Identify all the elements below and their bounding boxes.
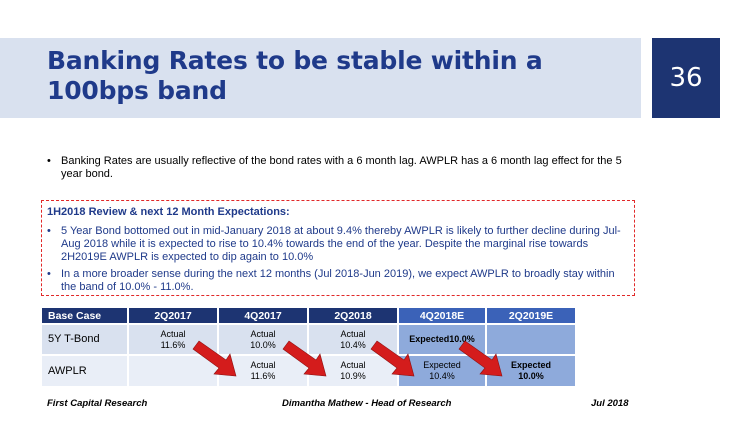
cell-kind: Actual [250,360,276,370]
page-number: 36 [669,63,703,93]
review-box [41,200,635,296]
header-2q2017: 2Q2017 [128,308,219,324]
intro-bullet: • Banking Rates are usually reflective o… [47,155,637,181]
row-label: 5Y T-Bond [42,323,129,355]
rates-table: Base Case 2Q2017 4Q2017 2Q2018 4Q2018E 2… [42,308,577,386]
row-label: AWPLR [42,354,129,386]
cell-value: 11.6% [250,371,276,381]
table-cell [486,323,577,355]
table-cell: Actual 10.4% [308,323,399,355]
cell-value: 10.4% [429,371,455,381]
review-bullet-text: In a more broader sense during the next … [61,268,615,293]
cell-kind: Expected [423,360,461,370]
cell-kind: Expected [510,360,552,370]
bullet-dot-icon: • [47,225,51,237]
cell-value: 10.9% [340,371,366,381]
intro-bullet-text: Banking Rates are usually reflective of … [61,155,622,180]
cell-kind: Actual [160,328,186,339]
table-cell: Actual 10.9% [308,354,399,386]
header-4q2018e: 4Q2018E [398,308,487,324]
cell-kind: Actual [250,328,276,339]
cell-value: 10.0% [518,371,544,381]
bullet-dot-icon: • [47,268,51,280]
table-header-row: Base Case 2Q2017 4Q2017 2Q2018 4Q2018E 2… [42,308,577,324]
bullet-dot-icon: • [47,155,51,167]
header-4q2017: 4Q2017 [218,308,309,324]
table-cell: Actual 11.6% [128,323,219,355]
table-cell: Actual 10.0% [218,323,309,355]
cell-value: 10.0% [250,339,276,350]
table-cell [128,354,219,386]
table-cell: Actual 11.6% [218,354,309,386]
table-row: AWPLR Actual 11.6% Actual 10.9% Expected 10… [42,354,577,386]
footer-left: First Capital Research [47,398,148,409]
slide-title: Banking Rates to be stable within a 100b… [47,46,543,105]
page-number-box [652,38,720,118]
header-2q2018: 2Q2018 [308,308,399,324]
cell-value: 10.4% [340,339,366,350]
header-2q2019e: 2Q2019E [486,308,577,324]
header-base-case: Base Case [42,308,129,324]
review-heading: 1H2018 Review & next 12 Month Expectatio… [47,206,290,218]
footer-right: Jul 2018 [591,398,629,409]
footer-center: Dimantha Mathew - Head of Research [282,398,452,409]
review-bullet-text: 5 Year Bond bottomed out in mid-January … [61,225,621,263]
cell-kind: Expected [409,334,450,344]
cell-kind: Actual [340,328,366,339]
cell-value: 11.6% [160,339,186,350]
table-cell: Expected 10.4% [398,354,487,386]
cell-kind: Actual [340,360,366,370]
table-row: 5Y T-Bond Actual 11.6% Actual 10.0% Actual… [42,323,577,355]
title-band [0,38,641,118]
table-cell: Expected10.0% [398,323,487,355]
review-bullet: • In a more broader sense during the nex… [47,268,631,294]
cell-value: 10.0% [449,334,475,344]
review-bullet: • 5 Year Bond bottomed out in mid-Januar… [47,225,631,264]
